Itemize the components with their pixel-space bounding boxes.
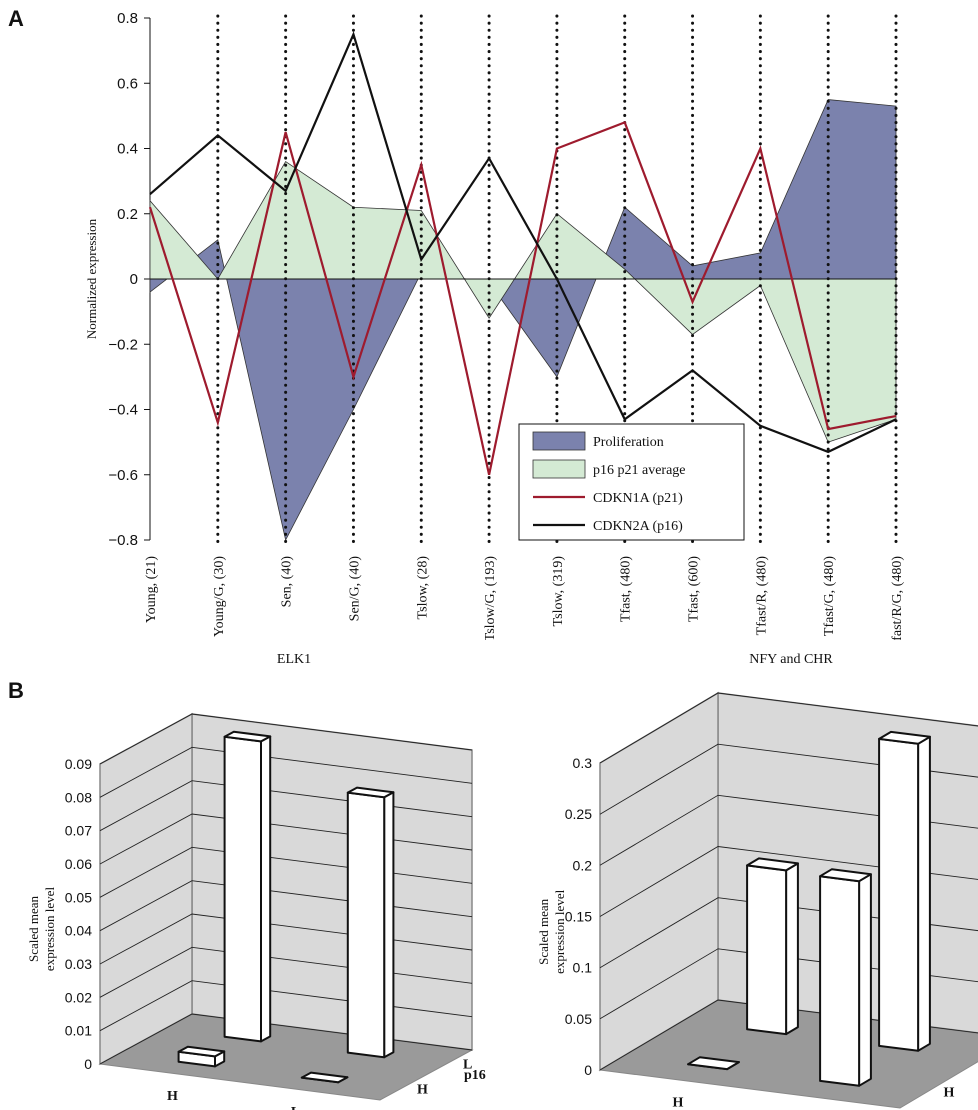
y-tick-label: 0.1 [573, 960, 593, 976]
y-tick-label: 0.15 [565, 909, 592, 925]
legend-label: CDKN2A (p16) [593, 519, 683, 534]
y-tick-label: 0.08 [65, 789, 92, 805]
bar-top [746, 857, 799, 872]
bar-front [223, 735, 262, 1043]
bar-p21-H-p16-H [687, 1056, 740, 1071]
y-tick-label: 0.02 [65, 989, 92, 1005]
x-category-label: Tfast/R, (480) [754, 556, 769, 636]
bar-p21-L-p16-L [346, 786, 395, 1059]
bar-top [300, 1071, 349, 1084]
bar-top [819, 868, 872, 883]
bar-p21-L-p16-H [819, 868, 872, 1087]
bar-front [819, 875, 861, 1087]
bar-p21-L-p16-L [878, 730, 931, 1052]
bar-front [346, 791, 386, 1059]
x-category-label: Tfast, (600) [687, 556, 702, 622]
x-category-label: Tfast, (480) [619, 556, 634, 622]
y-tick-label: 0.2 [117, 206, 138, 223]
chart-title: NFY and CHR [749, 652, 833, 667]
y-tick-label: 0.04 [65, 923, 92, 939]
panel-label-a: A [8, 6, 24, 31]
y-tick-label: −0.4 [108, 402, 138, 419]
y-tick-label: 0.03 [65, 956, 92, 972]
bar-top [177, 1045, 226, 1058]
z-axis-label: p16 [464, 1068, 486, 1083]
gridline [99, 746, 473, 798]
legend-label: CDKN1A (p21) [593, 491, 683, 506]
x-category-label: Sen, (40) [280, 556, 295, 608]
x-category-label: Tslow, (28) [415, 556, 430, 620]
x-category-label: Sen/G, (40) [347, 556, 362, 622]
bar-p21-L-p16-H [300, 1071, 349, 1084]
bar-top [687, 1056, 740, 1071]
y-tick-label: 0.3 [573, 755, 593, 771]
y-tick-label: 0.8 [117, 10, 138, 27]
y-axis-label-line2: expression level [42, 887, 57, 972]
y-tick-label: 0.6 [117, 75, 138, 92]
y-tick-label: −0.2 [108, 336, 138, 353]
y-tick-label: 0.4 [117, 141, 138, 158]
y-axis-label-line2: expression level [552, 889, 567, 974]
y-tick-label: 0.09 [65, 756, 92, 772]
y-tick-label: 0.25 [565, 806, 592, 822]
y-tick-label: 0.07 [65, 823, 92, 839]
x-category-label: Tslow, (319) [551, 556, 566, 627]
y-tick-label: −0.6 [108, 467, 138, 484]
bar-top [346, 786, 395, 799]
panel-label-b: B [8, 678, 24, 703]
y-tick-label: 0 [130, 271, 138, 288]
y-axis-label-line1: Scaled mean [536, 898, 551, 965]
bar-p21-H-p16-H [177, 1045, 226, 1068]
y-axis-label: Normalized expression [84, 218, 99, 339]
bar-p21-H-p16-L [223, 730, 272, 1043]
x-category-label: Tfast/R/G, (480) [890, 556, 905, 640]
y-tick-label: 0.05 [65, 889, 92, 905]
y-tick-label: 0 [84, 1056, 92, 1072]
gridline [99, 713, 473, 765]
y-tick-label: 0.06 [65, 856, 92, 872]
bar-side [785, 862, 799, 1036]
x-category-label: Tfast/G, (480) [822, 556, 837, 636]
z-category-label: H [417, 1083, 428, 1098]
gridline [599, 692, 978, 764]
x-category-label: Young, (21) [144, 556, 159, 623]
y-tick-label: 0.05 [565, 1011, 592, 1027]
z-category-label: H [944, 1086, 955, 1101]
x-category-label: H [673, 1096, 684, 1110]
legend-label: Proliferation [593, 435, 664, 450]
line-cdkn2a-p16- [149, 31, 897, 454]
bar-front [878, 737, 920, 1052]
bar-top [878, 730, 931, 745]
y-tick-label: 0.2 [573, 857, 593, 873]
legend-label: p16 p21 average [593, 463, 686, 478]
legend-swatch [532, 431, 586, 451]
line-area-chart: 0.8 0.6 0.4 0.2 0 −0.2 −0.4 −0.6 −0.8 Normalized … [84, 10, 905, 640]
y-tick-label: 0 [584, 1062, 592, 1078]
y-axis-label-line1: Scaled mean [26, 895, 41, 962]
bar-p21-H-p16-L [746, 857, 799, 1036]
bar-side [383, 791, 395, 1059]
x-category-label: H [167, 1089, 178, 1104]
bar-top [223, 730, 272, 743]
bar-side [917, 735, 931, 1052]
y-tick-label: 0.01 [65, 1023, 92, 1039]
bar3d-charts: 0.09 0.08 0.07 0.06 0.05 0.04 0.03 0.02 0.01 0 ELK… [26, 652, 978, 1110]
y-tick-label: −0.8 [108, 532, 138, 549]
side-wall [99, 712, 193, 1066]
x-category-label: Young/G, (30) [212, 556, 227, 637]
legend-swatch [532, 459, 586, 479]
bar-side [858, 873, 872, 1087]
x-category-label: L [291, 1105, 300, 1110]
z-category-label: L [463, 1058, 472, 1073]
x-category-label: Tslow/G, (193) [483, 556, 498, 640]
chart-title: ELK1 [277, 652, 311, 667]
bar-side [260, 735, 272, 1043]
bar-front [746, 864, 788, 1036]
